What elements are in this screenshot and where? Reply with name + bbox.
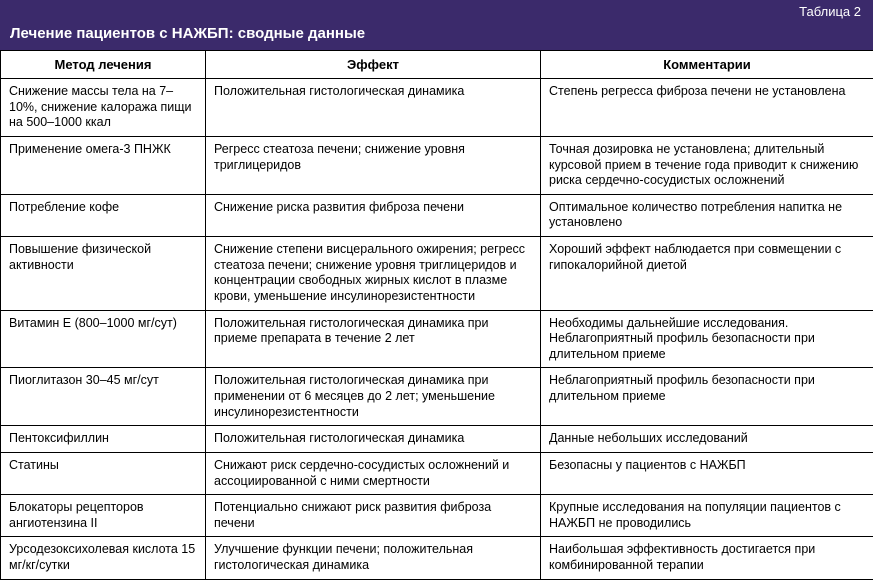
cell-effect: Снижение степени висцерального ожирения;… — [206, 237, 541, 311]
col-header-comment: Комментарии — [541, 51, 873, 79]
cell-method: Статины — [1, 452, 206, 494]
cell-method: Повышение физической активности — [1, 237, 206, 311]
cell-effect: Положительная гистологическая динамика — [206, 79, 541, 137]
table-row: Снижение массы тела на 7–10%, снижение к… — [1, 79, 873, 137]
cell-comment: Крупные исследования на популяции пациен… — [541, 495, 873, 537]
cell-effect: Регресс стеатоза печени; снижение уровня… — [206, 136, 541, 194]
table-row: Урсодезоксихолевая кислота 15 мг/кг/сутк… — [1, 537, 873, 579]
table-body: Снижение массы тела на 7–10%, снижение к… — [1, 79, 873, 580]
cell-effect: Положительная гистологическая динамика — [206, 426, 541, 453]
cell-method: Урсодезоксихолевая кислота 15 мг/кг/сутк… — [1, 537, 206, 579]
cell-method: Блокаторы рецепторов ангиотензина II — [1, 495, 206, 537]
cell-comment: Безопасны у пациентов с НАЖБП — [541, 452, 873, 494]
cell-method: Витамин Е (800–1000 мг/сут) — [1, 310, 206, 368]
cell-method: Потребление кофе — [1, 194, 206, 236]
cell-comment: Степень регресса фиброза печени не устан… — [541, 79, 873, 137]
cell-comment: Необходимы дальнейшие исследования. Небл… — [541, 310, 873, 368]
table-header-row: Метод лечения Эффект Комментарии — [1, 51, 873, 79]
cell-method: Пентоксифиллин — [1, 426, 206, 453]
table-row: Потребление кофе Снижение риска развития… — [1, 194, 873, 236]
table-row: Применение омега-3 ПНЖК Регресс стеатоза… — [1, 136, 873, 194]
cell-effect: Потенциально снижают риск развития фибро… — [206, 495, 541, 537]
table-row: Витамин Е (800–1000 мг/сут) Положительна… — [1, 310, 873, 368]
table-row: Блокаторы рецепторов ангиотензина II Пот… — [1, 495, 873, 537]
cell-effect: Улучшение функции печени; положительная … — [206, 537, 541, 579]
table-container: Таблица 2 Лечение пациентов с НАЖБП: сво… — [0, 0, 873, 580]
table-label: Таблица 2 — [0, 0, 873, 21]
table-row: Повышение физической активности Снижение… — [1, 237, 873, 311]
cell-effect: Снижение риска развития фиброза печени — [206, 194, 541, 236]
cell-effect: Положительная гистологическая динамика п… — [206, 310, 541, 368]
cell-comment: Наибольшая эффективность достигается при… — [541, 537, 873, 579]
cell-method: Применение омега-3 ПНЖК — [1, 136, 206, 194]
treatment-table: Метод лечения Эффект Комментарии Снижени… — [0, 50, 873, 580]
col-header-effect: Эффект — [206, 51, 541, 79]
cell-comment: Данные небольших исследований — [541, 426, 873, 453]
cell-comment: Хороший эффект наблюдается при совмещени… — [541, 237, 873, 311]
cell-method: Пиоглитазон 30–45 мг/сут — [1, 368, 206, 426]
cell-comment: Неблагоприятный профиль безопасности при… — [541, 368, 873, 426]
cell-method: Снижение массы тела на 7–10%, снижение к… — [1, 79, 206, 137]
cell-comment: Точная дозировка не установлена; длитель… — [541, 136, 873, 194]
table-row: Статины Снижают риск сердечно-сосудистых… — [1, 452, 873, 494]
table-row: Пентоксифиллин Положительная гистологиче… — [1, 426, 873, 453]
cell-effect: Положительная гистологическая динамика п… — [206, 368, 541, 426]
col-header-method: Метод лечения — [1, 51, 206, 79]
table-row: Пиоглитазон 30–45 мг/сут Положительная г… — [1, 368, 873, 426]
table-title: Лечение пациентов с НАЖБП: сводные данны… — [0, 21, 873, 50]
cell-effect: Снижают риск сердечно-сосудистых осложне… — [206, 452, 541, 494]
cell-comment: Оптимальное количество потребления напит… — [541, 194, 873, 236]
